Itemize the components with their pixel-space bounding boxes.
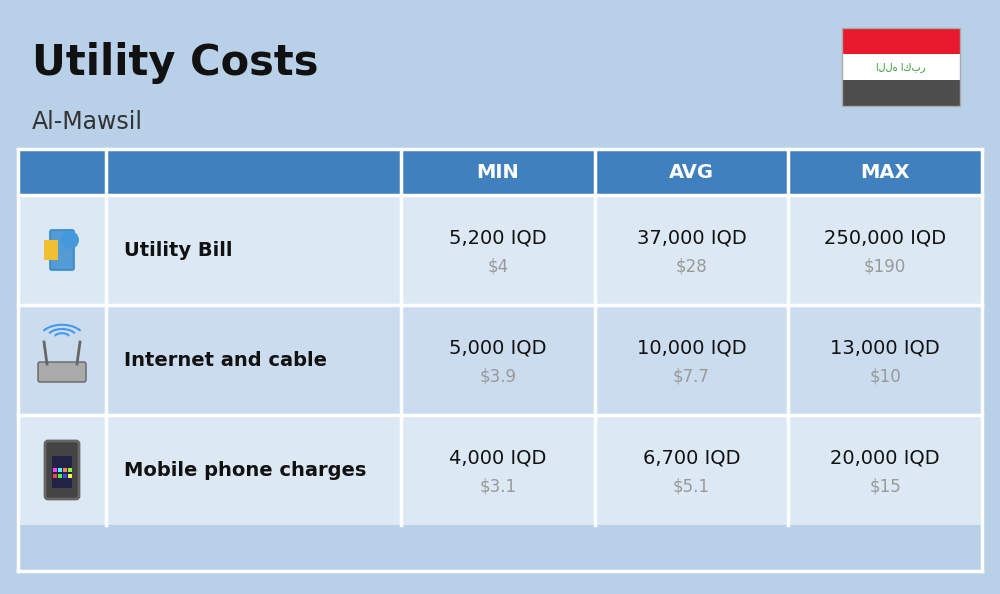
Bar	[842, 54, 960, 80]
Text: $190: $190	[864, 257, 906, 275]
Bar	[68, 474, 72, 478]
Bar	[52, 456, 72, 488]
Text: Al-Mawsil: Al-Mawsil	[32, 110, 143, 134]
Text: 250,000 IQD: 250,000 IQD	[824, 229, 946, 248]
Text: MIN: MIN	[476, 163, 519, 182]
Text: $28: $28	[676, 257, 707, 275]
Text: $15: $15	[869, 477, 901, 495]
Text: Mobile phone charges: Mobile phone charges	[124, 460, 366, 479]
Text: الله اكبر: الله اكبر	[876, 62, 926, 72]
Text: MAX: MAX	[860, 163, 910, 182]
Bar	[53, 474, 57, 478]
Text: 20,000 IQD: 20,000 IQD	[830, 448, 940, 467]
Bar	[842, 80, 960, 106]
Circle shape	[61, 231, 79, 249]
Bar	[18, 415, 982, 525]
Text: $10: $10	[869, 367, 901, 385]
Text: 37,000 IQD: 37,000 IQD	[637, 229, 746, 248]
Text: Utility Bill: Utility Bill	[124, 241, 232, 260]
Bar	[58, 474, 62, 478]
Text: $4: $4	[487, 257, 508, 275]
Bar	[53, 468, 57, 472]
FancyBboxPatch shape	[50, 230, 74, 270]
Text: Utility Costs: Utility Costs	[32, 42, 318, 84]
Text: 13,000 IQD: 13,000 IQD	[830, 339, 940, 358]
Bar	[18, 195, 982, 305]
Bar	[63, 474, 67, 478]
Text: $7.7: $7.7	[673, 367, 710, 385]
Bar	[18, 305, 982, 415]
Bar	[18, 149, 982, 195]
Text: $3.1: $3.1	[479, 477, 516, 495]
Text: 5,000 IQD: 5,000 IQD	[449, 339, 547, 358]
Text: $5.1: $5.1	[673, 477, 710, 495]
Bar	[842, 28, 960, 54]
Text: 4,000 IQD: 4,000 IQD	[449, 448, 547, 467]
Text: $3.9: $3.9	[479, 367, 516, 385]
Bar	[58, 468, 62, 472]
Text: 5,200 IQD: 5,200 IQD	[449, 229, 547, 248]
Text: 6,700 IQD: 6,700 IQD	[643, 448, 740, 467]
Bar	[44, 240, 58, 260]
Text: Internet and cable: Internet and cable	[124, 350, 327, 369]
Bar	[63, 468, 67, 472]
Bar	[842, 28, 960, 106]
Bar	[68, 468, 72, 472]
Text: 10,000 IQD: 10,000 IQD	[637, 339, 746, 358]
FancyBboxPatch shape	[45, 441, 79, 499]
FancyBboxPatch shape	[38, 362, 86, 382]
Text: AVG: AVG	[669, 163, 714, 182]
